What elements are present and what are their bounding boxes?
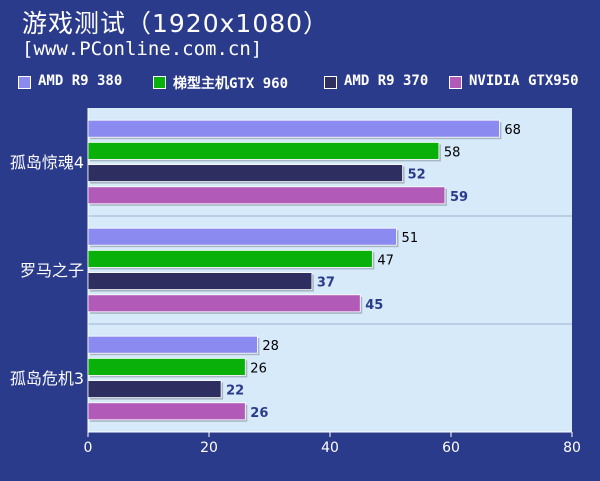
x-tick-label: 40 bbox=[321, 440, 339, 456]
legend-swatch-series-3 bbox=[324, 76, 337, 89]
data-label: 45 bbox=[365, 298, 383, 313]
legend-label-series-3: AMD R9 370 bbox=[344, 73, 429, 89]
bar-1 bbox=[87, 119, 500, 138]
category-label: 孤岛危机3 bbox=[10, 369, 84, 388]
data-label: 26 bbox=[250, 361, 267, 376]
data-label: 22 bbox=[226, 384, 244, 399]
x-tick-label: 20 bbox=[200, 440, 218, 456]
legend-label-series-2: 梯型主机GTX 960 bbox=[173, 76, 289, 92]
category-label: 罗马之子 bbox=[20, 261, 84, 280]
bar-1 bbox=[87, 227, 397, 246]
bar-3 bbox=[87, 272, 313, 291]
data-label: 26 bbox=[250, 406, 268, 421]
bar-3 bbox=[87, 164, 404, 183]
data-label: 68 bbox=[504, 123, 521, 138]
bar-4 bbox=[87, 402, 246, 421]
bar-4 bbox=[87, 294, 361, 313]
plot-area bbox=[88, 108, 572, 432]
bar-4 bbox=[87, 186, 446, 205]
x-tick-label: 80 bbox=[563, 440, 581, 456]
category-label: 孤岛惊魂4 bbox=[10, 153, 84, 172]
chart-subtitle: [www.PConline.com.cn] bbox=[22, 38, 263, 60]
data-label: 52 bbox=[408, 168, 426, 183]
legend-label-series-4: NVIDIA GTX950 bbox=[469, 73, 579, 89]
legend: AMD R9 380 梯型主机GTX 960 AMD R9 370 NVIDIA… bbox=[18, 73, 588, 97]
data-label: 59 bbox=[450, 190, 468, 205]
legend-label-series-1: AMD R9 380 bbox=[38, 73, 123, 89]
legend-swatch-series-2 bbox=[153, 76, 166, 89]
data-label: 28 bbox=[262, 339, 279, 354]
bar-2 bbox=[87, 141, 440, 160]
bar-3 bbox=[87, 380, 222, 399]
bar-1 bbox=[87, 335, 258, 354]
x-tick-label: 60 bbox=[442, 440, 460, 456]
x-tick-label: 0 bbox=[84, 440, 93, 456]
data-label: 37 bbox=[317, 276, 335, 291]
data-label: 51 bbox=[402, 231, 419, 246]
legend-swatch-series-1 bbox=[18, 76, 31, 89]
chart-title: 游戏测试（1920x1080） bbox=[22, 9, 330, 38]
bar-2 bbox=[87, 249, 373, 268]
bar-2 bbox=[87, 357, 246, 376]
data-label: 58 bbox=[444, 145, 461, 160]
data-label: 47 bbox=[377, 253, 394, 268]
legend-swatch-series-4 bbox=[449, 76, 462, 89]
